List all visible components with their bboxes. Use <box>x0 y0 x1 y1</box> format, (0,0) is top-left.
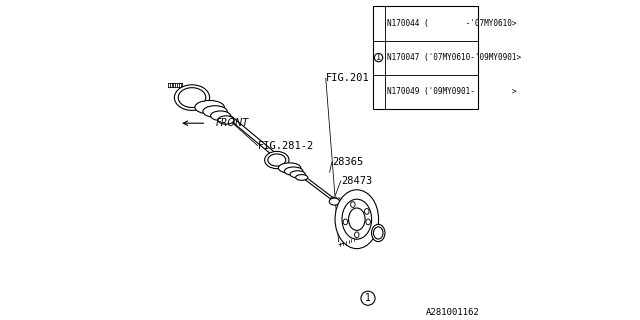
Ellipse shape <box>355 232 359 238</box>
Ellipse shape <box>371 224 385 242</box>
Text: 1: 1 <box>376 53 381 62</box>
Text: FIG.201: FIG.201 <box>326 73 369 84</box>
Circle shape <box>361 291 375 305</box>
Text: N170049 ('09MY0901-        >: N170049 ('09MY0901- > <box>387 87 516 96</box>
Text: 1: 1 <box>365 293 371 303</box>
Ellipse shape <box>366 219 371 225</box>
Ellipse shape <box>178 88 206 108</box>
Ellipse shape <box>290 171 305 178</box>
Text: N170047 ('07MY0610-'09MY0901>: N170047 ('07MY0610-'09MY0901> <box>387 53 521 62</box>
Ellipse shape <box>265 151 289 169</box>
Ellipse shape <box>218 116 234 124</box>
Text: FIG.281-2: FIG.281-2 <box>258 140 314 151</box>
Text: A281001162: A281001162 <box>426 308 479 317</box>
Ellipse shape <box>342 199 372 239</box>
Ellipse shape <box>343 219 348 225</box>
Ellipse shape <box>174 85 210 110</box>
Ellipse shape <box>203 106 227 117</box>
Ellipse shape <box>211 111 230 121</box>
Ellipse shape <box>349 208 365 230</box>
Ellipse shape <box>296 175 308 180</box>
Text: 28473: 28473 <box>340 176 372 186</box>
Ellipse shape <box>284 167 303 175</box>
Text: 28365: 28365 <box>332 157 363 167</box>
Ellipse shape <box>374 227 383 239</box>
Ellipse shape <box>351 202 355 207</box>
Ellipse shape <box>365 209 369 214</box>
Ellipse shape <box>278 163 301 173</box>
Ellipse shape <box>329 198 339 205</box>
Circle shape <box>374 53 383 62</box>
Ellipse shape <box>335 190 379 249</box>
Ellipse shape <box>268 154 285 166</box>
Bar <box>372 6 478 109</box>
Ellipse shape <box>195 100 225 114</box>
Text: N170044 (        -'07MY0610>: N170044 ( -'07MY0610> <box>387 19 516 28</box>
Text: FRONT: FRONT <box>216 118 249 128</box>
